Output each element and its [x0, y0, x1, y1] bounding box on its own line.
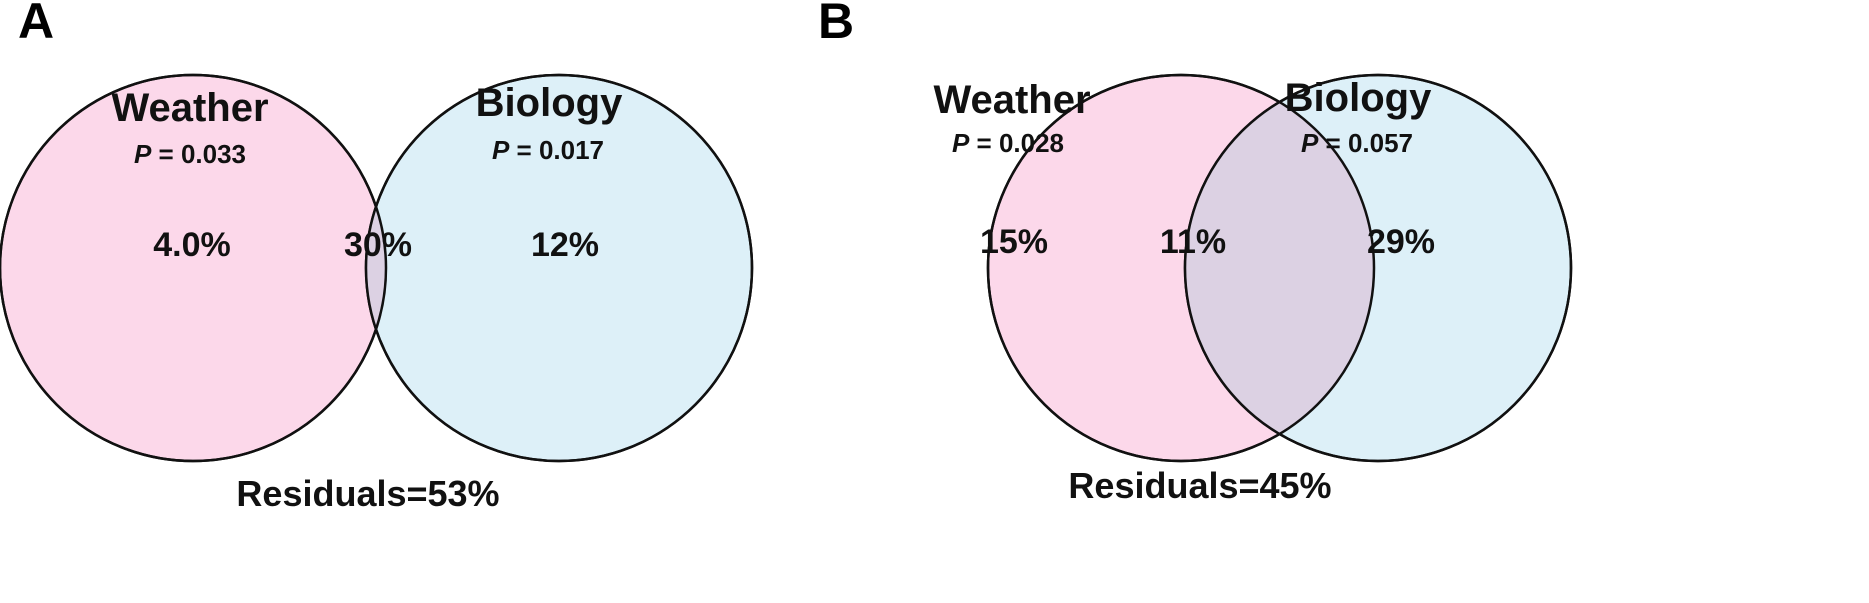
panel-a-letter: A — [18, 0, 54, 49]
panel-a: A Weather P = 0.033 4.0% Biology P = 0.0… — [0, 0, 754, 514]
panel-b-biology-unique: 29% — [1367, 223, 1435, 261]
panel-b: B Weather P = 0.028 15% Biology P = 0.05… — [818, 0, 1573, 506]
panel-a-residuals: Residuals=53% — [236, 473, 499, 514]
panel-b-overlap-region — [1185, 75, 1374, 461]
panel-a-weather-outline — [0, 73, 388, 463]
panel-b-biology-outline — [1183, 73, 1573, 463]
panel-b-weather-unique: 15% — [980, 223, 1048, 261]
panel-a-weather-label: Weather — [111, 86, 268, 130]
panel-b-biology-pvalue: P = 0.057 — [1301, 128, 1413, 158]
panel-a-biology-label: Biology — [476, 81, 623, 125]
panel-b-letter: B — [818, 0, 854, 49]
panel-a-biology-circle — [364, 73, 754, 463]
panel-b-shared: 11% — [1160, 223, 1226, 261]
panel-a-biology-unique: 12% — [531, 226, 599, 264]
panel-a-weather-unique: 4.0% — [153, 226, 231, 264]
panel-a-shared: 30% — [344, 226, 412, 264]
panel-b-weather-outline — [986, 73, 1376, 463]
panel-b-residuals: Residuals=45% — [1068, 465, 1331, 506]
panel-a-weather-pvalue: P = 0.033 — [134, 139, 246, 169]
panel-a-weather-circle — [0, 73, 388, 463]
panel-a-biology-pvalue: P = 0.017 — [492, 135, 604, 165]
panel-a-biology-outline — [364, 73, 754, 463]
panel-b-weather-label: Weather — [933, 78, 1090, 122]
panel-b-weather-pvalue: P = 0.028 — [952, 128, 1064, 158]
panel-b-biology-label: Biology — [1285, 76, 1432, 120]
